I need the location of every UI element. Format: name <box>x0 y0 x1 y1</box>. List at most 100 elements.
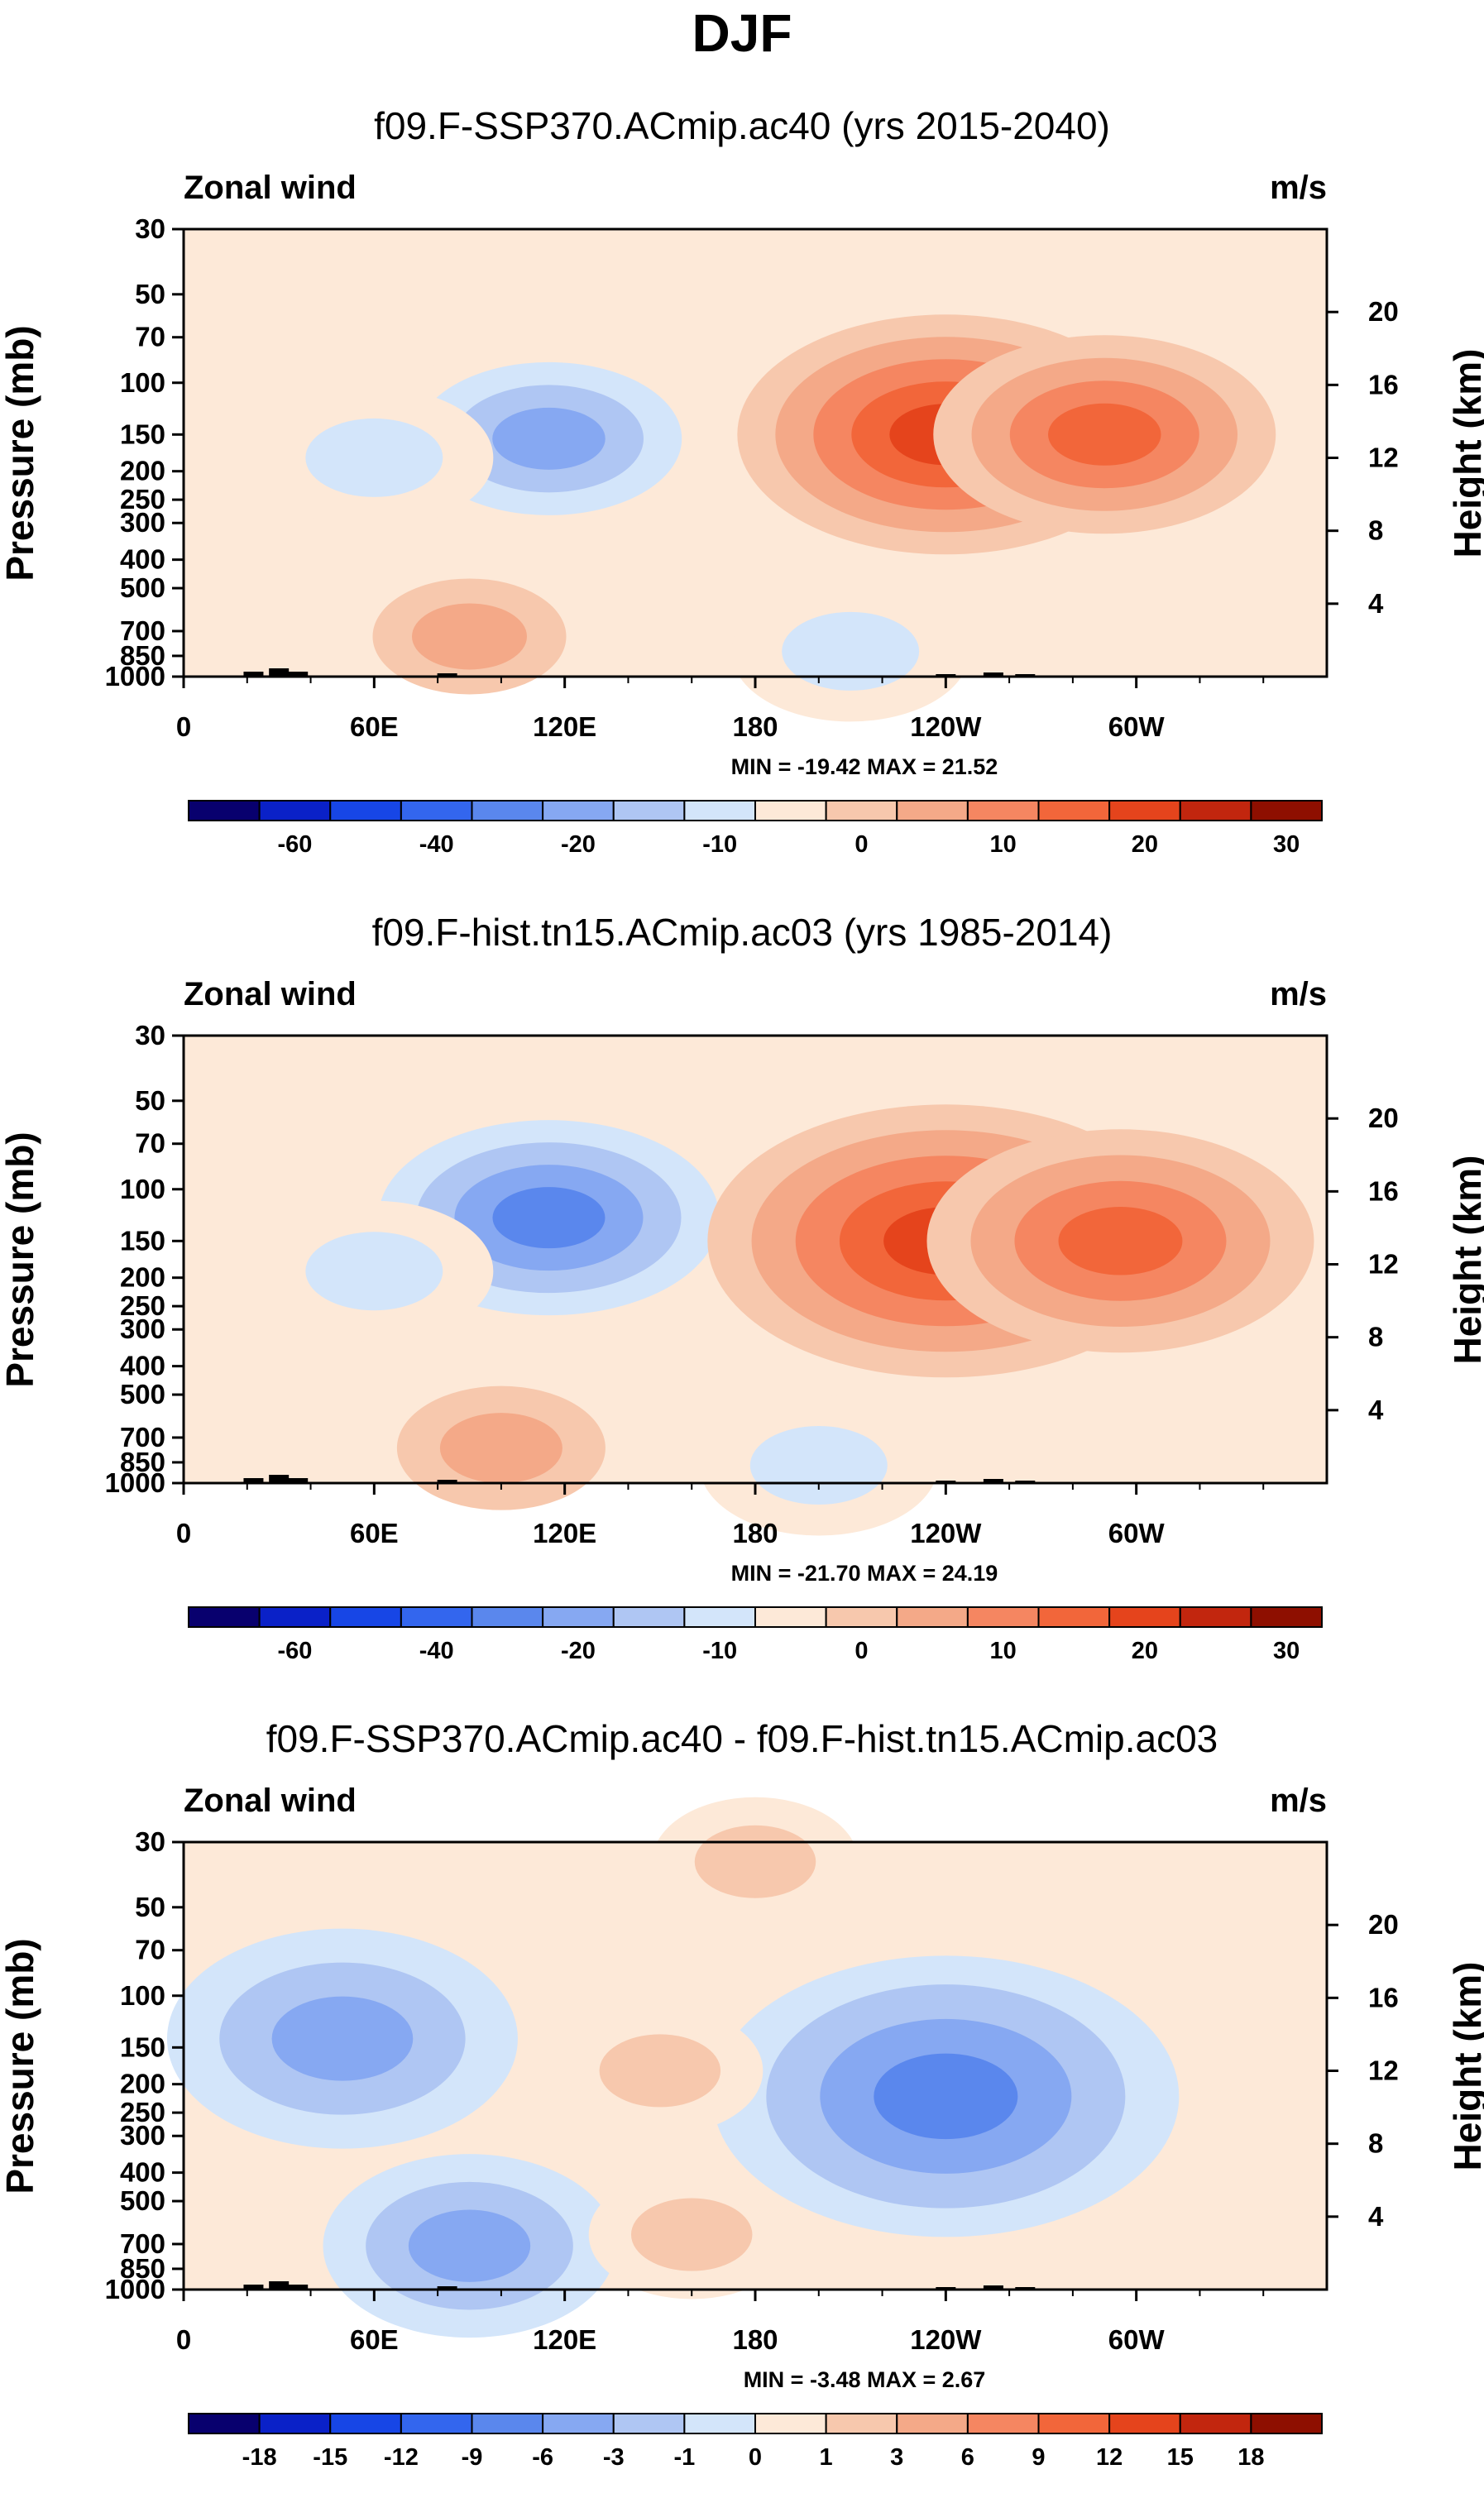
colorbar-swatch <box>754 800 827 821</box>
chart-svg: f09.F-SSP370.ACmip.ac40 (yrs 2015-2040) … <box>0 104 1484 858</box>
pressure-tick-label: 400 <box>120 1351 165 1381</box>
colorbar-swatch <box>542 1606 615 1628</box>
colorbar-label: 30 <box>1273 831 1300 858</box>
lon-tick-label: 120E <box>533 711 596 742</box>
colorbar-label: 20 <box>1132 831 1158 858</box>
colorbar-swatch <box>329 1606 402 1628</box>
pressure-tick-label: 400 <box>120 544 165 575</box>
height-tick-label: 20 <box>1368 296 1399 327</box>
colorbar-label: -3 <box>603 2444 625 2471</box>
colorbar-swatch <box>188 2413 261 2434</box>
height-tick-label: 8 <box>1368 515 1383 546</box>
colorbar-swatch <box>896 2413 969 2434</box>
lon-tick-label: 120W <box>910 711 982 742</box>
height-tick-label: 16 <box>1368 1175 1399 1206</box>
y-axis-label-right: Height (km) <box>1446 349 1484 558</box>
colorbar: -18 -15 -12 -9 -6 -3 -1 0 1 3 6 9 12 15 18 <box>188 2413 1323 2471</box>
chart-panel-2: f09.F-hist.tn15.ACmip.ac03 (yrs 1985-201… <box>0 806 1484 1664</box>
lon-tick-label: 60W <box>1108 1518 1166 1548</box>
height-tick-label: 4 <box>1368 1395 1384 1425</box>
colorbar-swatch <box>542 2413 615 2434</box>
units-label: m/s <box>1270 1783 1327 1819</box>
colorbar-swatch <box>612 1606 686 1628</box>
pressure-tick-label: 250 <box>120 484 165 514</box>
left-label: Zonal wind <box>184 976 357 1012</box>
colorbar-label: 18 <box>1237 2444 1264 2471</box>
lon-tick-label: 120E <box>533 1518 596 1548</box>
pressure-tick-label: 150 <box>120 2031 165 2062</box>
colorbar-label: -40 <box>419 831 454 858</box>
colorbar-swatch <box>896 1606 969 1628</box>
colorbar-swatch <box>1250 2413 1323 2434</box>
height-tick-label: 12 <box>1368 2055 1399 2086</box>
colorbar-label: -18 <box>242 2444 277 2471</box>
min-max-label: MIN = -19.42 MAX = 21.52 <box>731 754 998 779</box>
chart-title: f09.F-hist.tn15.ACmip.ac03 (yrs 1985-201… <box>372 911 1113 954</box>
min-max-label: MIN = -3.48 MAX = 2.67 <box>744 2367 986 2392</box>
colorbar: -60 -40 -20 -10 0 10 20 30 <box>188 800 1323 858</box>
contour-region-2-1 <box>439 1413 562 1484</box>
colorbar-label: -40 <box>419 1638 454 1664</box>
height-tick-label: 16 <box>1368 1982 1399 2012</box>
colorbar-swatch <box>825 800 898 821</box>
colorbar-swatch <box>1108 2413 1181 2434</box>
left-label: Zonal wind <box>184 1783 357 1819</box>
pressure-tick-label: 850 <box>120 2253 165 2284</box>
colorbar-label: 9 <box>1032 2444 1045 2471</box>
colorbar-swatch <box>400 1606 473 1628</box>
colorbar-swatch <box>612 800 686 821</box>
pressure-tick-label: 250 <box>120 1290 165 1321</box>
pressure-tick-label: 70 <box>135 1128 165 1159</box>
colorbar-swatch <box>1179 1606 1252 1628</box>
left-label: Zonal wind <box>184 170 357 206</box>
page-title: DJF <box>692 3 792 63</box>
lon-tick-label: 0 <box>176 711 191 742</box>
pressure-tick-label: 1000 <box>105 2274 165 2304</box>
contour-region-3-1 <box>599 2034 721 2108</box>
pressure-tick-label: 200 <box>120 456 165 486</box>
pressure-tick-label: 850 <box>120 1447 165 1477</box>
topography-2 <box>288 672 309 677</box>
y-axis-label: Pressure (mb) <box>0 1938 41 2194</box>
contour-field <box>184 229 1327 722</box>
colorbar-swatch <box>1037 1606 1111 1628</box>
colorbar-label: -10 <box>702 1638 737 1664</box>
lon-tick-label: 120W <box>910 1518 982 1548</box>
contour-region-0-4 <box>492 1187 606 1249</box>
pressure-tick-label: 400 <box>120 2157 165 2188</box>
units-label: m/s <box>1270 976 1327 1012</box>
pressure-tick-label: 150 <box>120 419 165 449</box>
pressure-tick-label: 500 <box>120 2185 165 2216</box>
y-axis-label: Pressure (mb) <box>0 325 41 581</box>
lon-tick-label: 60E <box>350 711 399 742</box>
contour-region-1-2 <box>271 1996 414 2081</box>
topography-2 <box>288 2285 309 2290</box>
pressure-tick-label: 50 <box>135 1085 165 1116</box>
lon-tick-label: 180 <box>732 1518 778 1548</box>
colorbar-label: -10 <box>702 831 737 858</box>
pressure-tick-label: 500 <box>120 1379 165 1409</box>
colorbar: -60 -40 -20 -10 0 10 20 30 <box>188 1606 1323 1664</box>
contour-field <box>184 1036 1327 1536</box>
pressure-tick-label: 30 <box>135 213 165 244</box>
colorbar-label: 12 <box>1096 2444 1123 2471</box>
pressure-tick-label: 200 <box>120 2069 165 2099</box>
contour-region-5-1 <box>782 611 920 691</box>
topography-3 <box>437 673 457 677</box>
pressure-tick-label: 200 <box>120 1262 165 1293</box>
contour-region-1-1 <box>305 418 443 497</box>
pressure-tick-label: 850 <box>120 640 165 671</box>
lon-tick-label: 60E <box>350 2324 399 2355</box>
pressure-tick-label: 300 <box>120 1314 165 1344</box>
colorbar-swatch <box>329 800 402 821</box>
lon-tick-label: 60W <box>1108 711 1166 742</box>
colorbar-label: -1 <box>673 2444 695 2471</box>
contour-region-0-3 <box>492 407 606 470</box>
topography-0 <box>243 1478 264 1483</box>
lon-tick-label: 0 <box>176 2324 191 2355</box>
colorbar-label: 30 <box>1273 1638 1300 1664</box>
topography-1 <box>269 1475 290 1483</box>
pressure-tick-label: 50 <box>135 1892 165 1922</box>
pressure-tick-label: 100 <box>120 1980 165 2011</box>
